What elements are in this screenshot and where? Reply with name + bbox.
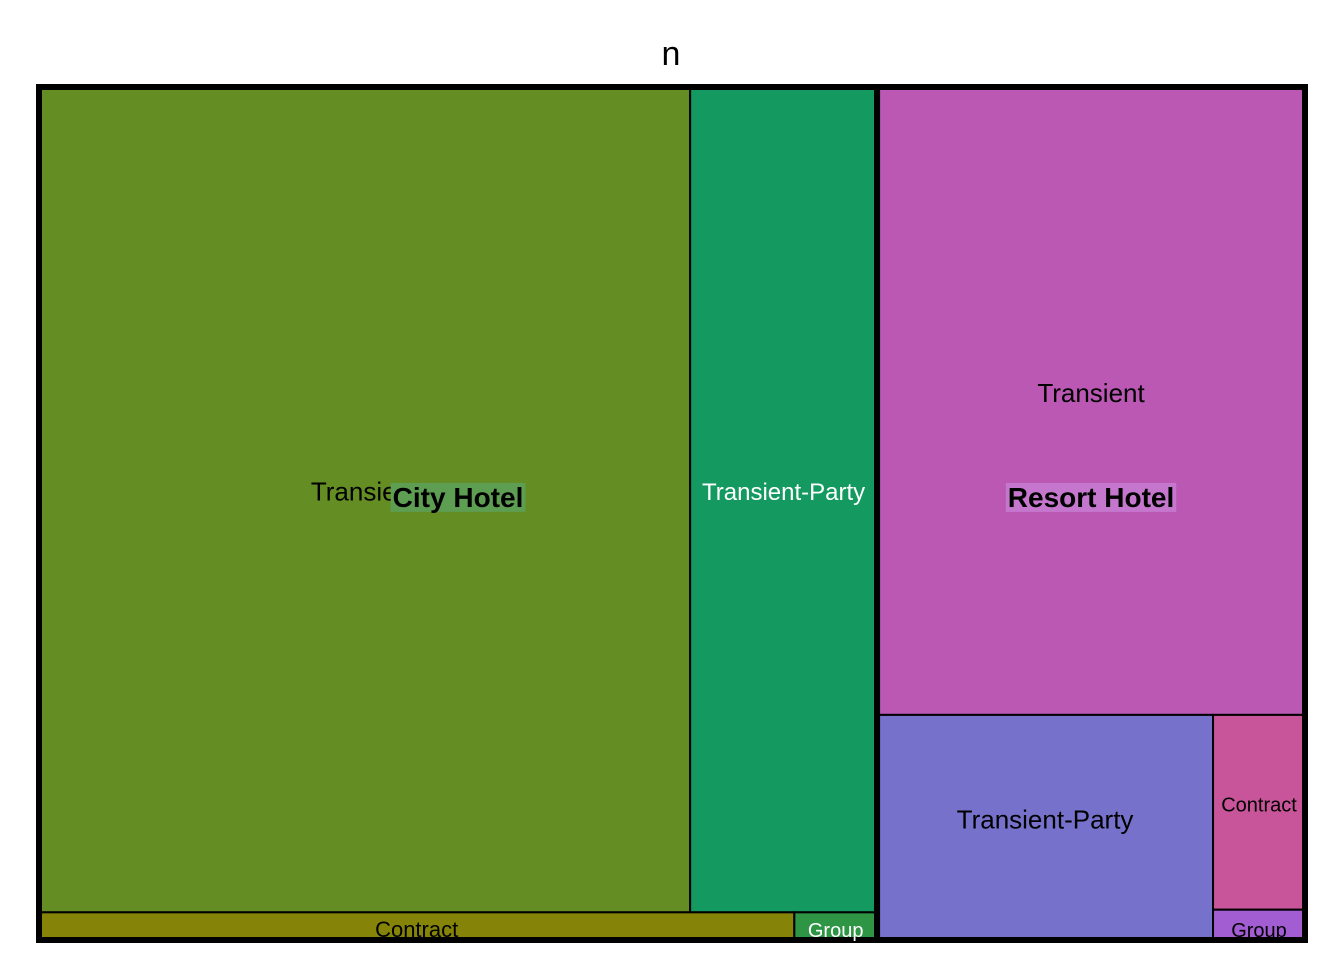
- tile-label-resort-hotel-contract: Contract: [1221, 795, 1297, 817]
- group-labels: City Hotel Resort Hotel: [390, 482, 1177, 513]
- tile-resort-hotel-transient: [876, 86, 1306, 716]
- group-border-resort-hotel: [874, 84, 1308, 943]
- treemap-tiles: [38, 86, 1306, 942]
- group-label-bg-resort-hotel: [1005, 482, 1177, 512]
- tile-label-resort-hotel-transient-party: Transient-Party: [957, 804, 1134, 834]
- group-label-bg-city-hotel: [390, 482, 526, 512]
- tile-label-city-hotel-group: Group: [808, 920, 864, 942]
- tile-resort-hotel-group: [1212, 908, 1306, 942]
- tile-label-city-hotel-contract: Contract: [375, 917, 458, 942]
- tile-label-city-hotel-transient-party: Transient-Party: [702, 479, 865, 506]
- tile-label-resort-hotel-transient: Transient: [1037, 378, 1145, 408]
- tile-city-hotel-transient: [38, 86, 692, 914]
- tile-resort-hotel-transient-party: [876, 713, 1215, 941]
- chart-title: n: [662, 35, 681, 73]
- group-label-resort-hotel: Resort Hotel: [1008, 482, 1174, 513]
- tile-labels: Transient Transient-Party Contract Group Tra…: [311, 378, 1297, 942]
- group-borders: [36, 84, 1308, 943]
- tile-label-resort-hotel-group: Group: [1231, 920, 1287, 942]
- group-label-city-hotel: City Hotel: [393, 482, 524, 513]
- tile-city-hotel-transient-party: [689, 86, 879, 914]
